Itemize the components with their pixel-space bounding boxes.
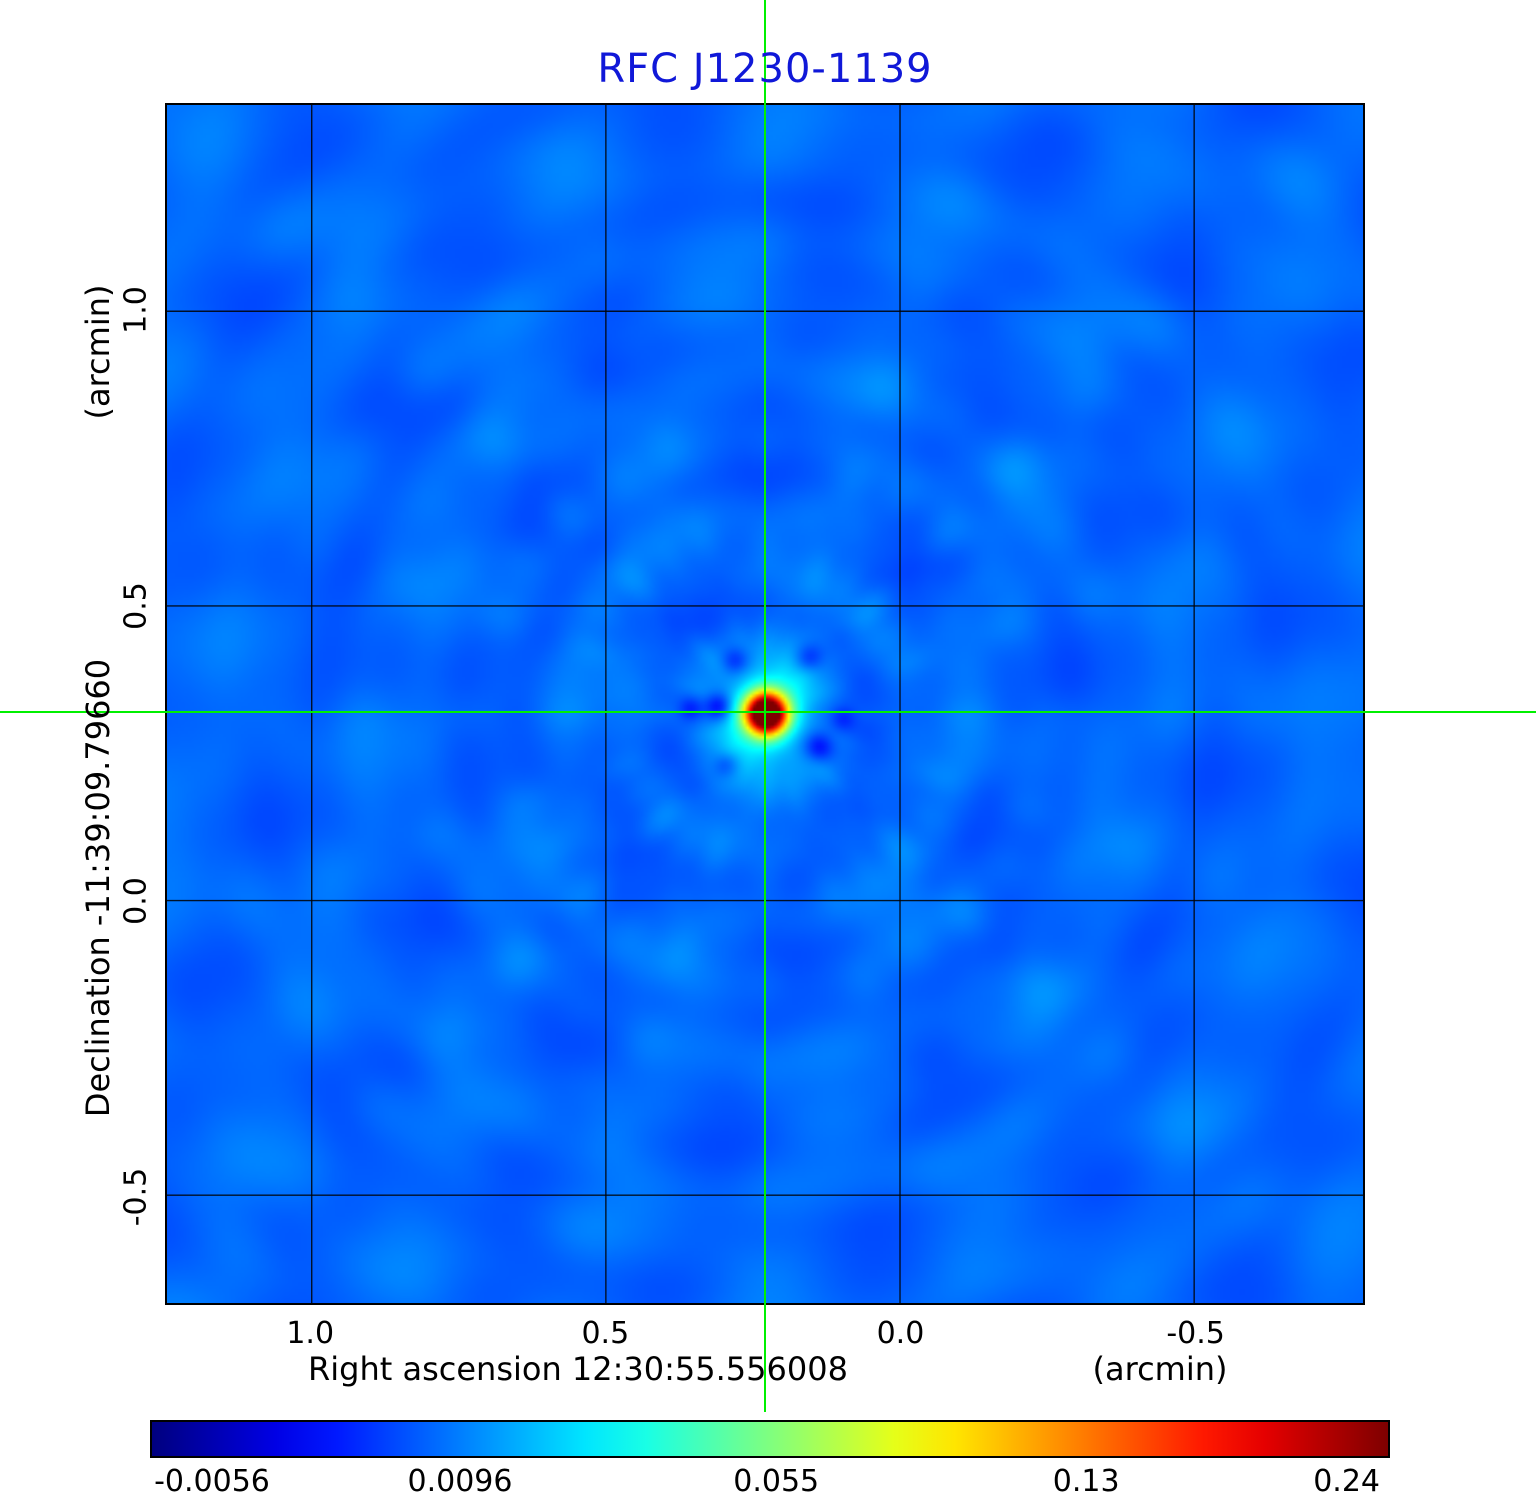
colorbar-tick-label: 0.055	[733, 1464, 820, 1499]
y-axis-unit-label: (arcmin)	[79, 284, 117, 420]
x-tick-label: 0.5	[581, 1316, 630, 1351]
colorbar-tick-label: 0.0096	[407, 1464, 513, 1499]
colorbar	[150, 1420, 1390, 1458]
y-axis-label: Declination -11:39:09.79660	[79, 658, 117, 1118]
x-axis-unit-label: (arcmin)	[1092, 1350, 1228, 1388]
crosshair-vertical-line	[763, 0, 766, 1412]
crosshair-horizontal-line	[0, 710, 1536, 713]
y-tick-label: 0.0	[118, 877, 154, 926]
x-tick-label: -0.5	[1166, 1316, 1225, 1351]
y-tick-label: 0.5	[118, 581, 154, 630]
y-tick-label: 1.0	[118, 286, 154, 334]
colorbar-tick-label: 0.24	[1313, 1464, 1380, 1499]
colorbar-tick-label: 0.13	[1052, 1464, 1120, 1499]
x-axis-label: Right ascension 12:30:55.556008	[308, 1350, 848, 1388]
x-tick-label: 0.0	[876, 1316, 925, 1351]
x-tick-label: 1.0	[286, 1316, 335, 1351]
colorbar-tick-label: -0.0056	[154, 1464, 270, 1499]
plot-title: RFC J1230-1139	[597, 46, 933, 92]
y-tick-label: -0.5	[118, 1167, 154, 1227]
